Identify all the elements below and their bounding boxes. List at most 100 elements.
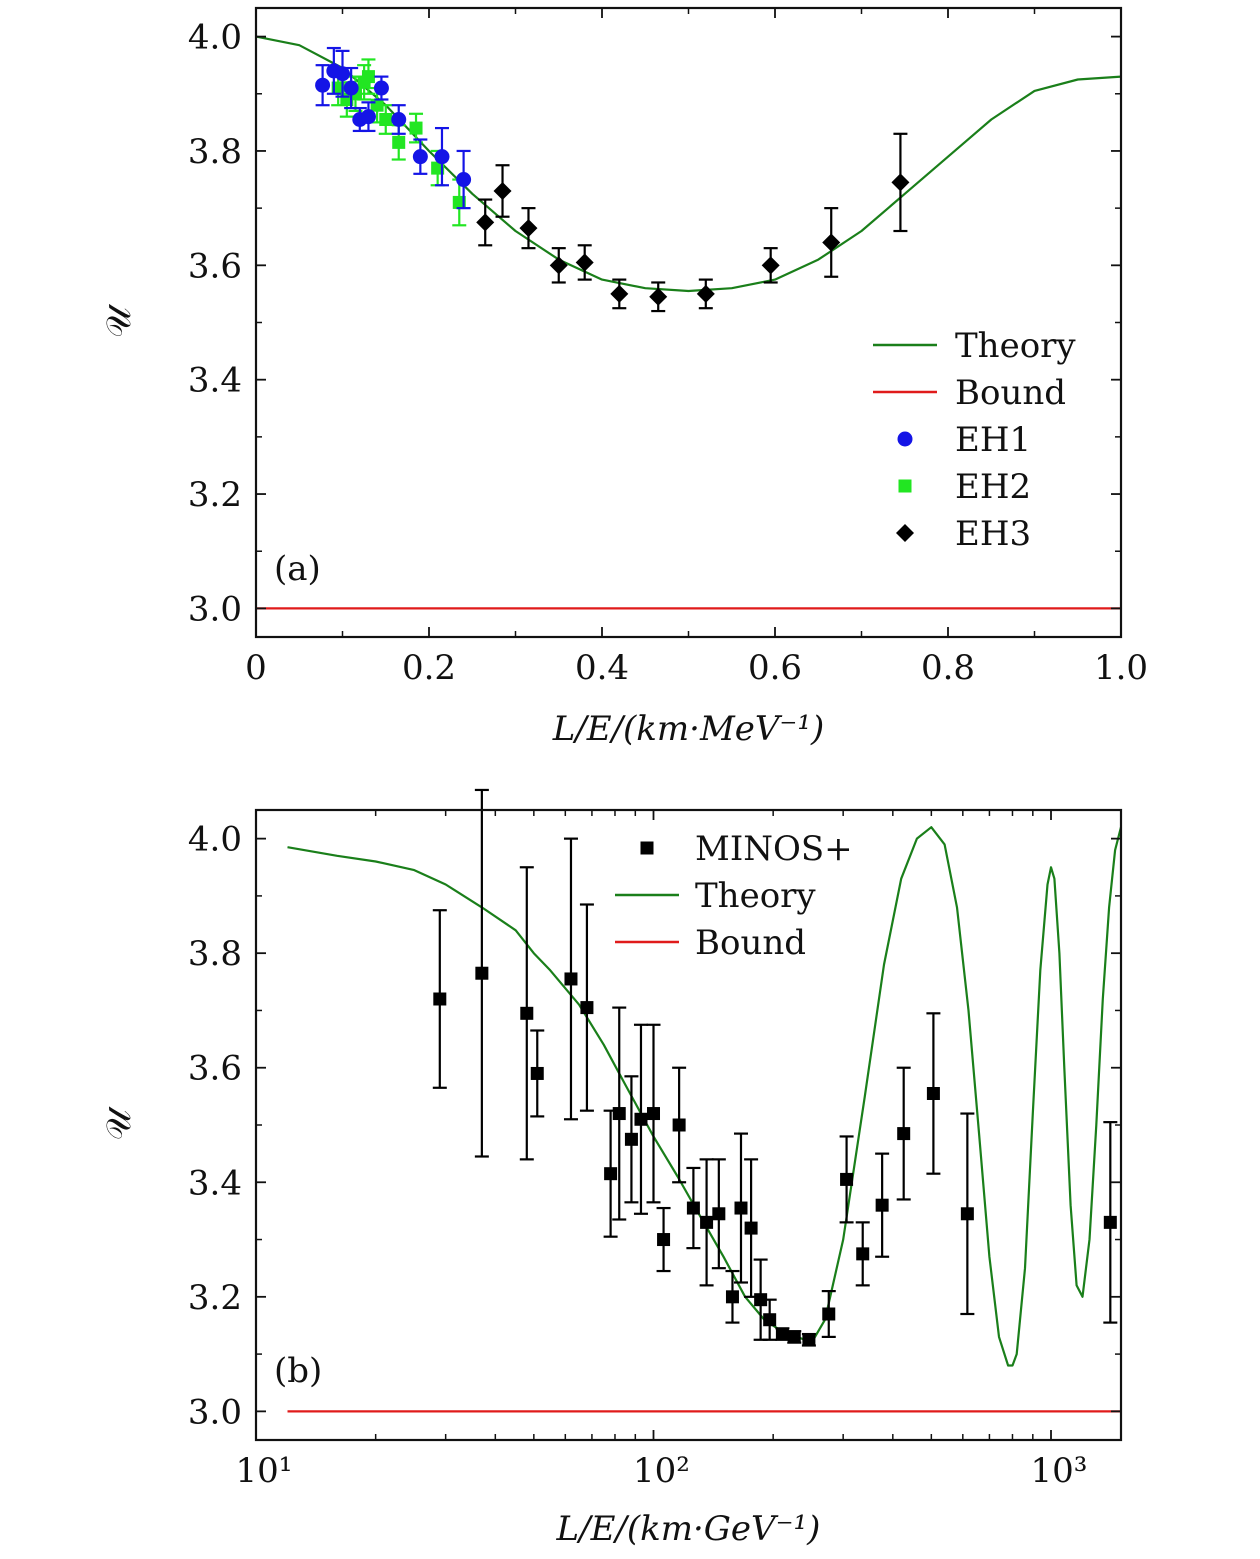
data-point-minosplus [580, 1001, 594, 1015]
data-point-eh3 [696, 284, 715, 303]
x-tick-label: 0.8 [921, 648, 975, 688]
data-point-eh3 [822, 233, 841, 252]
panel-tag: (b) [274, 1351, 322, 1391]
legend-label: EH2 [955, 467, 1031, 507]
legend-item: Bound [615, 923, 806, 963]
data-point-eh3 [575, 253, 594, 272]
data-point-eh1 [315, 77, 331, 93]
data-point-minosplus [604, 1167, 618, 1181]
data-point-eh3 [519, 219, 538, 238]
y-tick-label: 3.8 [188, 934, 242, 974]
data-point-eh1 [360, 109, 376, 125]
y-tick-label: 3.0 [188, 1392, 242, 1432]
data-point-minosplus [763, 1313, 777, 1327]
data-point-minosplus [530, 1066, 544, 1080]
data-point-eh2 [409, 121, 423, 135]
data-point-minosplus [700, 1215, 714, 1229]
data-point-minosplus [897, 1127, 911, 1141]
legend-swatch-marker [640, 841, 654, 855]
legend-label: EH3 [955, 514, 1031, 554]
data-point-minosplus [787, 1330, 801, 1344]
y-tick-label: 3.6 [188, 1049, 242, 1089]
panel-b: 3.0 3.2 3.4 3.6 3.8 4.0 10¹ 10² 10³ L/E/(km·GeV⁻¹… [99, 788, 1123, 1549]
data-point-eh1 [434, 149, 450, 165]
data-point-eh3 [476, 213, 495, 232]
y-tick-label: 3.0 [188, 589, 242, 629]
x-tick-label: 10² [633, 1451, 690, 1491]
data-point-minosplus [624, 1132, 638, 1146]
data-point-minosplus [734, 1201, 748, 1215]
legend: Theory Bound EH1 EH2 EH3 [873, 326, 1076, 554]
data-point-eh1 [412, 149, 428, 165]
data-point-eh2 [361, 70, 375, 84]
data-point-eh2 [392, 135, 406, 149]
data-point-minosplus [926, 1087, 940, 1100]
legend-item: Bound [873, 373, 1066, 413]
y-tick-label: 4.0 [188, 18, 242, 58]
data-point-minosplus [657, 1233, 671, 1247]
data-point-eh3 [549, 256, 568, 275]
y-tick-label: 3.8 [188, 132, 242, 172]
data-point-eh1 [343, 80, 359, 96]
x-tick-label: 0 [245, 648, 267, 688]
data-point-minosplus [672, 1118, 686, 1132]
data-point-minosplus [520, 1006, 534, 1020]
data-point-minosplus [475, 966, 489, 980]
legend-label: MINOS+ [695, 829, 853, 869]
data-point-minosplus [875, 1198, 889, 1212]
legend-swatch-marker [896, 524, 914, 542]
series-line-theory [255, 35, 1122, 293]
data-point-minosplus [612, 1107, 626, 1121]
data-point-minosplus [960, 1207, 974, 1221]
legend-label: EH1 [955, 420, 1031, 460]
panel-tag: (a) [274, 549, 321, 589]
data-point-eh3 [610, 284, 629, 303]
data-point-minosplus [564, 972, 578, 986]
data-point-eh1 [456, 172, 472, 188]
data-point-minosplus [754, 1293, 768, 1307]
x-tick-label: 0.2 [402, 648, 456, 688]
data-point-eh3 [761, 256, 780, 275]
x-tick-label: 10¹ [236, 1451, 293, 1491]
x-tick-label: 1.0 [1094, 648, 1148, 688]
legend-label: Bound [955, 373, 1066, 413]
data-point-eh3 [493, 181, 512, 200]
y-tick-label: 3.6 [188, 246, 242, 286]
legend: MINOS+ Theory Bound [615, 829, 853, 963]
legend-label: Theory [955, 326, 1076, 366]
data-point-minosplus [802, 1333, 816, 1347]
y-tick-label: 3.2 [188, 1278, 242, 1318]
plot-frame [254, 808, 1123, 1442]
legend-item: EH2 [898, 467, 1031, 507]
legend-label: Theory [695, 876, 816, 916]
legend-swatch-marker [898, 479, 912, 493]
data-point-minosplus [647, 1107, 661, 1121]
legend-item: EH1 [897, 420, 1031, 460]
x-tick-label: 0.6 [748, 648, 802, 688]
legend-swatch-marker [897, 431, 913, 447]
data-point-eh3 [891, 173, 910, 192]
panel-a: 3.0 3.2 3.4 3.6 3.8 4.0 0 0.2 0.4 0.6 0.8 1.0 L/E/(k… [99, 6, 1148, 749]
data-point-eh2 [379, 113, 393, 127]
data-point-minosplus [1103, 1215, 1117, 1229]
data-point-eh1 [335, 66, 350, 82]
y-tick-label: 3.4 [188, 361, 242, 401]
data-point-minosplus [725, 1290, 739, 1304]
data-point-minosplus [822, 1307, 836, 1321]
x-tick-label: 10³ [1031, 1451, 1088, 1491]
data-point-eh1 [391, 112, 407, 128]
legend-label: Bound [695, 923, 806, 963]
data-point-minosplus [712, 1207, 726, 1221]
y-tick-label: 3.4 [188, 1163, 242, 1203]
x-axis-label: L/E/(km·MeV⁻¹) [552, 709, 825, 749]
y-axis-label: 𝒰 [99, 1105, 139, 1140]
series-line-theory [287, 826, 1123, 1367]
data-point-minosplus [840, 1172, 854, 1186]
y-axis-label: 𝒰 [99, 303, 139, 338]
data-point-eh1 [373, 80, 389, 96]
x-tick-label: 0.4 [575, 648, 629, 688]
data-point-minosplus [856, 1247, 870, 1261]
x-axis-label: L/E/(km·GeV⁻¹) [556, 1509, 821, 1549]
data-point-eh3 [649, 287, 668, 306]
